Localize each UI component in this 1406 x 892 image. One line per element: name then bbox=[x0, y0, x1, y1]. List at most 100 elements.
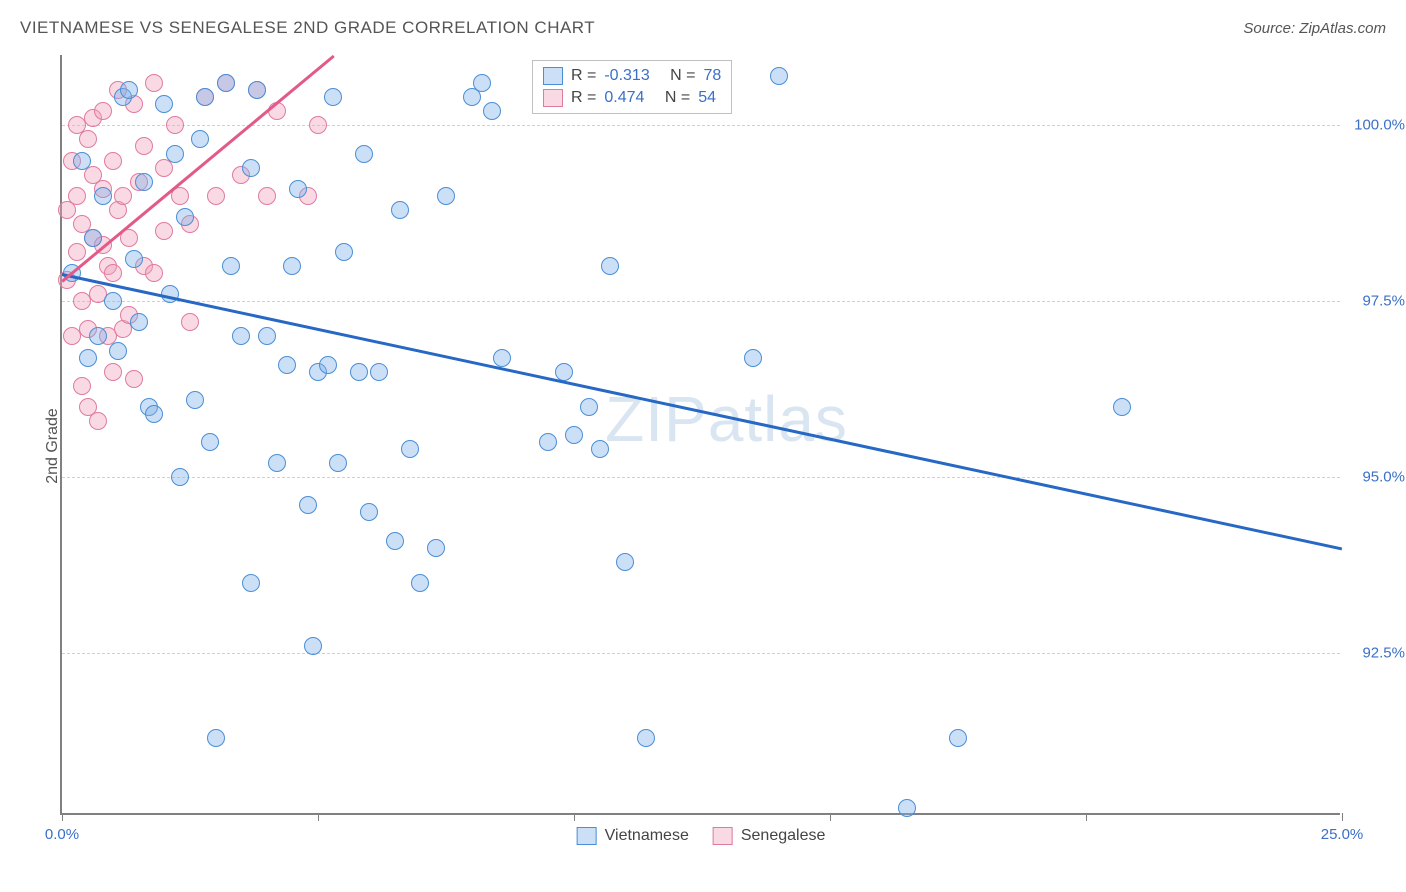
series-legend: Vietnamese Senegalese bbox=[577, 827, 826, 845]
point-vietnamese bbox=[350, 363, 368, 381]
x-tick-label: 25.0% bbox=[1321, 826, 1364, 843]
point-senegalese bbox=[68, 243, 86, 261]
point-vietnamese bbox=[94, 187, 112, 205]
y-tick-label: 92.5% bbox=[1362, 645, 1405, 662]
point-vietnamese bbox=[744, 349, 762, 367]
point-vietnamese bbox=[601, 257, 619, 275]
gridline-h bbox=[62, 125, 1340, 126]
point-senegalese bbox=[89, 412, 107, 430]
point-vietnamese bbox=[176, 208, 194, 226]
point-vietnamese bbox=[201, 433, 219, 451]
legend-row-pink: R = 0.474 N = 54 bbox=[543, 87, 721, 109]
point-senegalese bbox=[73, 377, 91, 395]
point-vietnamese bbox=[401, 440, 419, 458]
point-vietnamese bbox=[145, 405, 163, 423]
point-vietnamese bbox=[278, 356, 296, 374]
point-vietnamese bbox=[120, 81, 138, 99]
point-vietnamese bbox=[949, 729, 967, 747]
correlation-legend: R = -0.313 N = 78 R = 0.474 N = 54 bbox=[532, 60, 732, 114]
point-vietnamese bbox=[104, 292, 122, 310]
point-senegalese bbox=[207, 187, 225, 205]
point-senegalese bbox=[68, 187, 86, 205]
swatch-pink bbox=[543, 89, 563, 107]
point-vietnamese bbox=[242, 159, 260, 177]
point-vietnamese bbox=[483, 102, 501, 120]
point-vietnamese bbox=[591, 440, 609, 458]
point-senegalese bbox=[155, 222, 173, 240]
point-senegalese bbox=[94, 102, 112, 120]
point-vietnamese bbox=[493, 349, 511, 367]
point-vietnamese bbox=[473, 74, 491, 92]
point-vietnamese bbox=[135, 173, 153, 191]
point-vietnamese bbox=[616, 553, 634, 571]
point-vietnamese bbox=[355, 145, 373, 163]
x-tick bbox=[62, 813, 63, 821]
y-tick-label: 100.0% bbox=[1354, 117, 1405, 134]
point-senegalese bbox=[166, 116, 184, 134]
point-senegalese bbox=[145, 264, 163, 282]
point-vietnamese bbox=[283, 257, 301, 275]
point-vietnamese bbox=[386, 532, 404, 550]
point-vietnamese bbox=[79, 349, 97, 367]
gridline-h bbox=[62, 301, 1340, 302]
point-vietnamese bbox=[437, 187, 455, 205]
point-senegalese bbox=[125, 370, 143, 388]
point-vietnamese bbox=[242, 574, 260, 592]
point-senegalese bbox=[104, 264, 122, 282]
point-vietnamese bbox=[207, 729, 225, 747]
point-vietnamese bbox=[1113, 398, 1131, 416]
gridline-h bbox=[62, 477, 1340, 478]
point-vietnamese bbox=[268, 454, 286, 472]
point-vietnamese bbox=[125, 250, 143, 268]
point-senegalese bbox=[145, 74, 163, 92]
point-senegalese bbox=[104, 152, 122, 170]
point-vietnamese bbox=[191, 130, 209, 148]
point-vietnamese bbox=[427, 539, 445, 557]
y-tick-label: 97.5% bbox=[1362, 293, 1405, 310]
point-senegalese bbox=[104, 363, 122, 381]
point-vietnamese bbox=[319, 356, 337, 374]
point-vietnamese bbox=[196, 88, 214, 106]
legend-item-senegalese: Senegalese bbox=[713, 827, 826, 845]
point-senegalese bbox=[114, 187, 132, 205]
point-vietnamese bbox=[258, 327, 276, 345]
point-vietnamese bbox=[232, 327, 250, 345]
chart-header: VIETNAMESE VS SENEGALESE 2ND GRADE CORRE… bbox=[20, 18, 1386, 38]
x-tick bbox=[1086, 813, 1087, 821]
x-tick-label: 0.0% bbox=[45, 826, 79, 843]
point-vietnamese bbox=[391, 201, 409, 219]
point-vietnamese bbox=[171, 468, 189, 486]
point-vietnamese bbox=[304, 637, 322, 655]
point-vietnamese bbox=[411, 574, 429, 592]
point-senegalese bbox=[135, 137, 153, 155]
trendline-senegalese bbox=[61, 55, 334, 282]
x-tick bbox=[318, 813, 319, 821]
point-vietnamese bbox=[217, 74, 235, 92]
legend-row-blue: R = -0.313 N = 78 bbox=[543, 65, 721, 87]
point-vietnamese bbox=[166, 145, 184, 163]
point-vietnamese bbox=[555, 363, 573, 381]
point-vietnamese bbox=[299, 496, 317, 514]
watermark: ZIPatlas bbox=[605, 382, 848, 456]
point-vietnamese bbox=[89, 327, 107, 345]
point-vietnamese bbox=[539, 433, 557, 451]
swatch-pink bbox=[713, 827, 733, 845]
x-tick bbox=[1342, 813, 1343, 821]
scatter-chart: ZIPatlas R = -0.313 N = 78 R = 0.474 N =… bbox=[60, 55, 1340, 815]
point-vietnamese bbox=[155, 95, 173, 113]
point-vietnamese bbox=[324, 88, 342, 106]
point-senegalese bbox=[181, 313, 199, 331]
legend-item-vietnamese: Vietnamese bbox=[577, 827, 689, 845]
point-vietnamese bbox=[84, 229, 102, 247]
point-vietnamese bbox=[580, 398, 598, 416]
point-senegalese bbox=[309, 116, 327, 134]
chart-title: VIETNAMESE VS SENEGALESE 2ND GRADE CORRE… bbox=[20, 18, 595, 38]
point-vietnamese bbox=[289, 180, 307, 198]
point-vietnamese bbox=[109, 342, 127, 360]
point-senegalese bbox=[79, 130, 97, 148]
point-vietnamese bbox=[898, 799, 916, 817]
point-vietnamese bbox=[565, 426, 583, 444]
x-tick bbox=[830, 813, 831, 821]
trendline-vietnamese bbox=[62, 273, 1343, 550]
point-vietnamese bbox=[370, 363, 388, 381]
